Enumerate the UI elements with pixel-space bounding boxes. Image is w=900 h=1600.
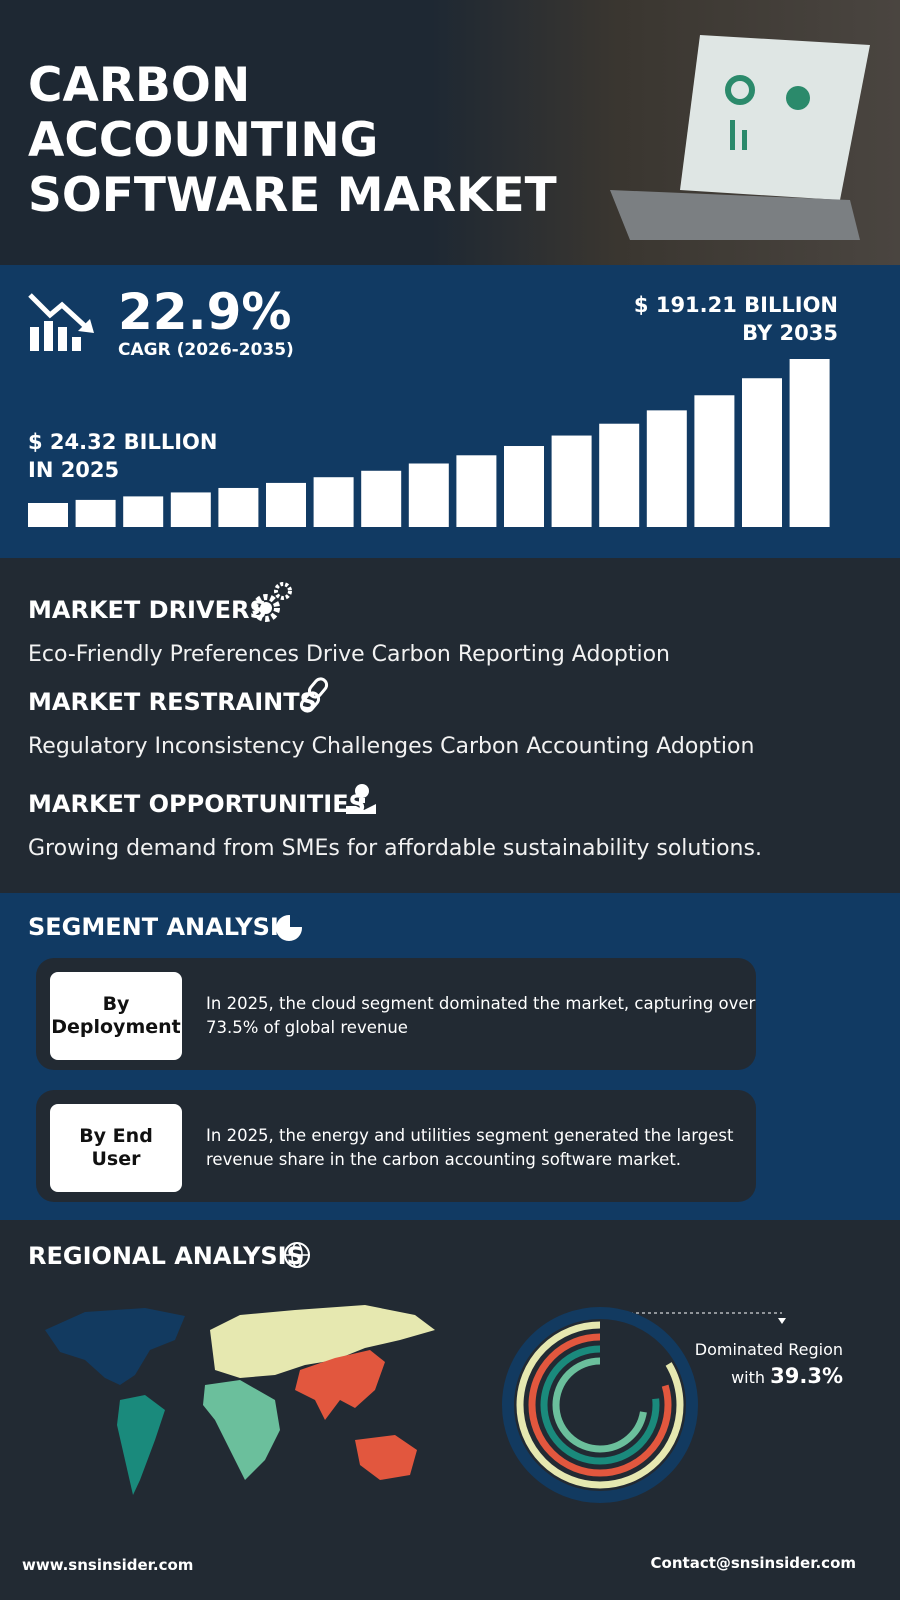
drivers-text: Eco-Friendly Preferences Drive Carbon Re… <box>28 642 670 667</box>
drivers-heading: MARKET DRIVERS <box>28 596 267 624</box>
segment-text: In 2025, the energy and utilities segmen… <box>206 1126 734 1169</box>
segment-label: By End User <box>50 1104 182 1192</box>
growth-bar <box>408 463 449 527</box>
region-caption-text: Dominated Region <box>694 1340 843 1359</box>
idea-icon <box>346 784 376 814</box>
opportunities-text: Growing demand from SMEs for affordable … <box>28 836 762 861</box>
region-share-line: with 39.3% <box>695 1363 843 1391</box>
segment-card: By Deployment In 2025, the cloud segment… <box>36 958 756 1070</box>
world-map <box>45 1305 435 1495</box>
growth-bar <box>75 499 116 527</box>
link-icon <box>299 677 329 713</box>
end-year: BY 2035 <box>742 321 838 345</box>
stats-section: 22.9% CAGR (2026-2035) $ 191.21 BILLION … <box>0 265 900 558</box>
regional-title: REGIONAL ANALYSIS <box>28 1242 304 1270</box>
header-photo <box>430 0 900 265</box>
footer-website: www.snsinsider.com <box>22 1556 194 1574</box>
segment-card: By End User In 2025, the energy and util… <box>36 1090 756 1202</box>
segment-label-line: By <box>102 993 130 1015</box>
market-section: MARKET DRIVERS Eco-Friendly Preferences … <box>0 558 900 893</box>
growth-bar <box>170 492 211 527</box>
regional-section: REGIONAL ANALYSIS Dominated Region with … <box>0 1220 900 1600</box>
growth-bar <box>646 410 687 527</box>
cagr-label: CAGR (2026-2035) <box>118 340 294 360</box>
growth-bars <box>28 359 830 527</box>
title-line: ACCOUNTING <box>28 113 379 168</box>
growth-bar <box>123 496 164 527</box>
segment-label: By Deployment <box>50 972 182 1060</box>
end-value: $ 191.21 BILLION <box>633 293 838 317</box>
start-value: $ 24.32 BILLION <box>28 430 218 454</box>
segment-section: SEGMENT ANALYSIS By Deployment In 2025, … <box>0 893 900 1220</box>
title: CARBON ACCOUNTING SOFTWARE MARKET <box>28 58 557 223</box>
region-share: 39.3% <box>770 1364 843 1388</box>
growth-icon <box>28 293 94 351</box>
growth-bar <box>742 378 782 527</box>
segment-label-line: User <box>91 1148 141 1170</box>
pie-icon <box>276 914 303 941</box>
segment-text: In 2025, the cloud segment dominated the… <box>206 994 756 1037</box>
growth-bar <box>599 423 640 527</box>
title-line: CARBON <box>28 58 251 113</box>
growth-bar <box>361 470 402 527</box>
growth-bar <box>28 503 68 527</box>
title-line: SOFTWARE MARKET <box>28 168 557 223</box>
restraints-heading: MARKET RESTRAINTS <box>28 688 317 716</box>
globe-icon <box>284 1242 310 1268</box>
growth-bar <box>789 359 830 527</box>
cagr-value: 22.9% <box>118 283 292 341</box>
end-value-block: $ 191.21 BILLION BY 2035 <box>634 291 838 347</box>
region-prefix: with <box>731 1368 766 1387</box>
growth-bar <box>694 395 735 527</box>
region-caption: Dominated Region with 39.3% <box>695 1337 843 1391</box>
footer-contact: Contact@snsinsider.com <box>650 1554 856 1572</box>
growth-bar <box>313 477 354 527</box>
start-year: IN 2025 <box>28 458 120 482</box>
growth-bar <box>551 435 592 527</box>
segment-label-line: Deployment <box>51 1016 181 1038</box>
opportunities-heading: MARKET OPPORTUNITIES <box>28 790 366 818</box>
growth-bar <box>266 482 306 527</box>
region-rings <box>502 1307 786 1503</box>
restraints-text: Regulatory Inconsistency Challenges Carb… <box>28 734 755 759</box>
segment-label-line: By End <box>79 1125 153 1147</box>
gear-icon <box>252 582 292 622</box>
segment-title: SEGMENT ANALYSIS <box>28 913 297 941</box>
start-value-block: $ 24.32 BILLION IN 2025 <box>28 428 217 484</box>
header-section: CARBON ACCOUNTING SOFTWARE MARKET <box>0 0 900 265</box>
growth-bar <box>504 446 544 527</box>
growth-bar <box>218 487 259 527</box>
growth-bar <box>456 455 497 527</box>
